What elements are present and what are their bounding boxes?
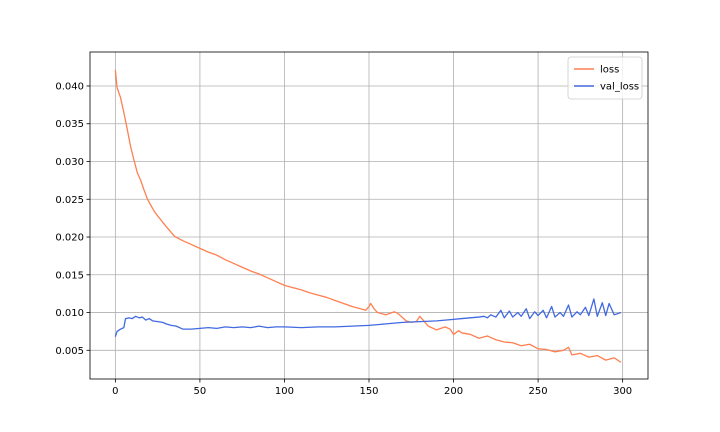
legend-label-loss: loss	[600, 65, 619, 76]
series-line-val-loss	[114, 298, 622, 337]
x-tick-label: 0	[112, 386, 118, 397]
y-tick-label: 0.005	[55, 346, 84, 357]
x-tick-label: 250	[529, 386, 548, 397]
x-tick-label: 100	[275, 386, 294, 397]
y-tick-label: 0.035	[55, 119, 84, 130]
x-tick-label: 300	[613, 386, 632, 397]
legend-label-val-loss: val_loss	[600, 82, 639, 93]
y-axis: 0.005 0.010 0.015 0.020 0.025 0.030 0.035 0.040	[55, 81, 90, 357]
grid	[90, 52, 648, 379]
x-tick-label: 50	[194, 386, 207, 397]
y-tick-label: 0.015	[55, 270, 84, 281]
legend: loss val_loss	[567, 56, 643, 100]
y-tick-label: 0.040	[55, 81, 84, 92]
series-layer	[114, 70, 622, 363]
legend-box	[567, 56, 643, 100]
series-line-loss	[114, 70, 622, 363]
y-tick-label: 0.020	[55, 233, 84, 244]
x-tick-label: 150	[359, 386, 378, 397]
x-tick-label: 200	[444, 386, 463, 397]
y-tick-label: 0.025	[55, 195, 84, 206]
y-tick-label: 0.030	[55, 157, 84, 168]
x-axis: 0 50 100 150 200 250 300	[112, 379, 632, 397]
y-tick-label: 0.010	[55, 308, 84, 319]
